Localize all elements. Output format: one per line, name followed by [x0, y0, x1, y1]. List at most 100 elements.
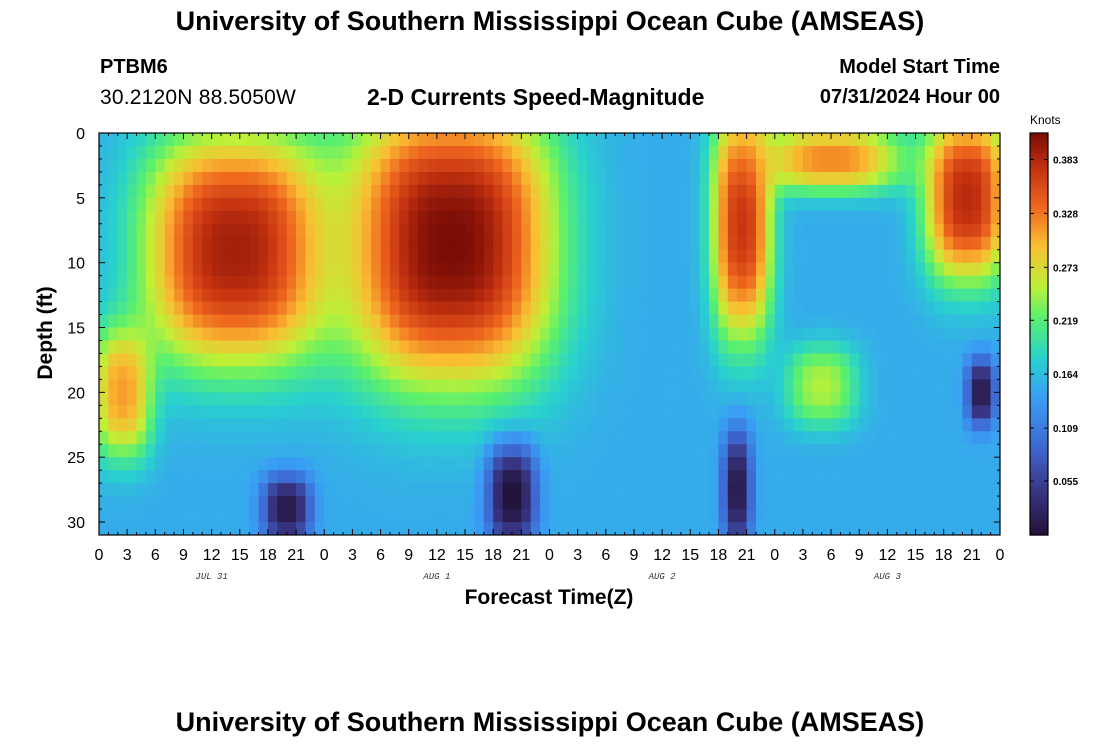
heatmap-cell: [183, 236, 194, 251]
heatmap-cell: [680, 470, 691, 484]
heatmap-cell: [286, 158, 297, 173]
heatmap-cell: [915, 210, 926, 225]
heatmap-cell: [924, 522, 935, 535]
heatmap-cell: [727, 418, 738, 432]
heatmap-cell: [239, 470, 250, 484]
heatmap-cell: [887, 353, 898, 368]
heatmap-cell: [906, 483, 917, 497]
heatmap-cell: [408, 470, 419, 484]
heatmap-cell: [127, 509, 138, 523]
heatmap-cell: [267, 418, 278, 432]
heatmap-cell: [399, 522, 410, 535]
heatmap-cell: [483, 210, 494, 225]
heatmap-cell: [934, 392, 945, 406]
heatmap-cell: [511, 431, 522, 445]
heatmap-cell: [465, 431, 476, 445]
heatmap-cell: [465, 223, 476, 238]
heatmap-cell: [755, 197, 766, 212]
heatmap-cell: [990, 197, 1000, 212]
heatmap-cell: [183, 288, 194, 303]
heatmap-cell: [577, 340, 588, 355]
heatmap-cell: [277, 457, 288, 471]
heatmap-cell: [709, 327, 720, 342]
heatmap-cell: [221, 314, 231, 329]
heatmap-cell: [624, 262, 635, 277]
heatmap-cell: [971, 353, 982, 368]
heatmap-cell: [596, 210, 607, 225]
heatmap-cell: [652, 158, 663, 173]
heatmap-cell: [540, 496, 551, 510]
heatmap-cell: [727, 249, 738, 264]
heatmap-cell: [455, 171, 466, 186]
heatmap-cell: [286, 444, 297, 458]
heatmap-cell: [680, 431, 691, 445]
heatmap-cell: [183, 457, 194, 471]
heatmap-cell: [389, 418, 400, 432]
heatmap-cell: [239, 366, 250, 380]
heatmap-cell: [877, 457, 888, 471]
heatmap-cell: [615, 184, 626, 199]
heatmap-cell: [746, 470, 757, 484]
heatmap-cell: [164, 249, 175, 264]
heatmap-cell: [155, 379, 166, 393]
heatmap-cell: [605, 522, 616, 535]
heatmap-cell: [981, 522, 992, 535]
heatmap-cell: [840, 236, 851, 251]
heatmap-cell: [549, 353, 560, 368]
heatmap-cell: [286, 483, 297, 497]
heatmap-cell: [483, 431, 494, 445]
heatmap-cell: [183, 366, 194, 380]
colorbar-segment: [1030, 511, 1048, 516]
heatmap-cell: [690, 470, 701, 484]
heatmap-cell: [624, 392, 635, 406]
heatmap-cell: [211, 133, 222, 147]
heatmap-cell: [183, 249, 194, 264]
heatmap-cell: [859, 158, 870, 173]
heatmap-cell: [577, 457, 588, 471]
colorbar-segment: [1030, 136, 1048, 141]
heatmap-cell: [840, 470, 851, 484]
heatmap-cell: [117, 483, 128, 497]
heatmap-cell: [558, 496, 569, 510]
heatmap-cell: [164, 236, 175, 251]
heatmap-cell: [906, 314, 917, 329]
heatmap-cell: [361, 392, 372, 406]
heatmap-cell: [755, 522, 766, 535]
heatmap-cell: [915, 223, 926, 238]
heatmap-cell: [643, 522, 654, 535]
heatmap-cell: [230, 236, 241, 251]
heatmap-cell: [924, 457, 935, 471]
heatmap-cell: [633, 275, 644, 290]
heatmap-cell: [267, 431, 278, 445]
y-tick-label: 30: [67, 515, 85, 532]
heatmap-cell: [981, 444, 992, 458]
heatmap-cell: [361, 301, 372, 316]
colorbar-segment: [1030, 297, 1048, 302]
heatmap-cell: [155, 431, 166, 445]
heatmap-cell: [558, 392, 569, 406]
heatmap-cell: [652, 223, 663, 238]
heatmap-cell: [465, 145, 476, 160]
heatmap-cell: [558, 327, 569, 342]
heatmap-cell: [915, 301, 926, 316]
heatmap-cell: [145, 470, 156, 484]
heatmap-cell: [765, 405, 776, 419]
heatmap-cell: [305, 236, 316, 251]
heatmap-cell: [953, 223, 964, 238]
heatmap-cell: [474, 340, 485, 355]
heatmap-cell: [136, 379, 147, 393]
heatmap-cell: [887, 249, 898, 264]
heatmap-cell: [333, 444, 344, 458]
heatmap-cell: [643, 418, 654, 432]
heatmap-cell: [943, 457, 954, 471]
heatmap-cell: [249, 509, 260, 523]
heatmap-cell: [915, 262, 926, 277]
heatmap-cell: [746, 353, 757, 368]
colorbar-tick-label: 0.055: [1053, 477, 1078, 488]
heatmap-cell: [624, 509, 635, 523]
colorbar-tick-label: 0.219: [1053, 316, 1078, 327]
heatmap-cell: [99, 171, 109, 186]
heatmap-cell: [868, 314, 879, 329]
heatmap-cell: [127, 522, 138, 535]
heatmap-cell: [502, 470, 513, 484]
